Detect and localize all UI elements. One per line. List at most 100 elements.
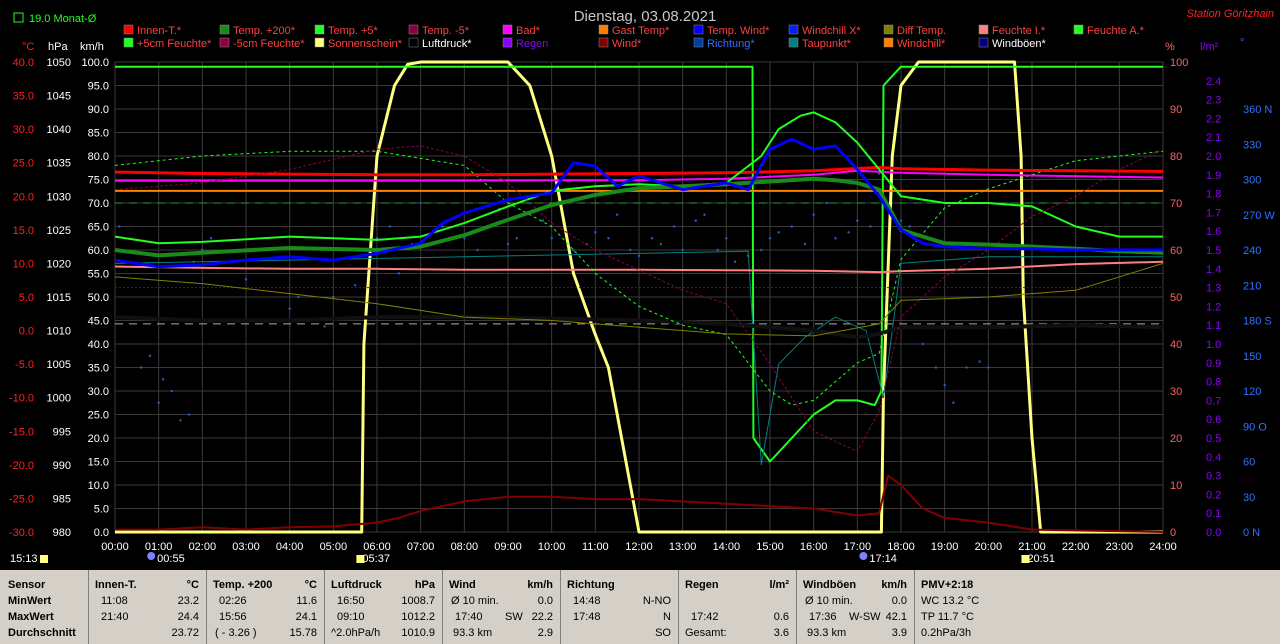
time-tick: 15:00 (756, 541, 784, 553)
series-line (115, 65, 1163, 463)
sun-moon-events: 15:13 00:55 05:37 17:14 20:51 (10, 552, 1055, 565)
direction-point (987, 366, 990, 369)
time-tick: 00:00 (101, 541, 129, 553)
humidity-tick: 0 (1170, 527, 1176, 539)
temp-tick: 35.0 (13, 91, 34, 103)
innen-min-time: 11:08 (101, 595, 128, 607)
direction-tick: 360 N (1243, 104, 1272, 116)
direction-point (441, 225, 444, 228)
legend-swatch[interactable] (219, 24, 230, 35)
legend-swatch[interactable] (883, 24, 894, 35)
humidity-tick: 100 (1170, 57, 1188, 69)
direction-point (244, 278, 248, 281)
time-tick: 13:00 (669, 541, 697, 553)
series-line (114, 137, 1163, 269)
legend-label: Richtung* (707, 38, 755, 50)
windboeen-distance: 93.3 km (807, 627, 847, 639)
legend-swatch[interactable] (788, 24, 799, 35)
legend-swatch[interactable] (408, 24, 419, 35)
regen-max-time: 17:42 (691, 611, 719, 623)
direction-point (877, 172, 881, 175)
legend-swatch[interactable] (123, 24, 134, 35)
time-tick: 02:00 (189, 541, 217, 553)
direction-point (209, 237, 213, 240)
time-tick: 24:00 (1149, 541, 1177, 553)
legend-swatch[interactable] (408, 37, 419, 48)
wind-tick: 55.0 (88, 269, 109, 281)
wind-tick: 10.0 (88, 480, 109, 492)
direction-point (694, 219, 697, 222)
direction-point (161, 378, 165, 381)
legend-swatch[interactable] (883, 37, 894, 48)
wind-tick: 80.0 (88, 151, 109, 163)
time-tick: 20:00 (975, 541, 1003, 553)
richtung-min-value: N-NO (642, 595, 671, 607)
rain-tick: 1.6 (1206, 226, 1221, 238)
legend-swatch[interactable] (502, 37, 513, 48)
windboeen-max-value: 42.1 (885, 611, 907, 623)
legend-swatch[interactable] (598, 24, 609, 35)
rain-tick: 1.9 (1206, 170, 1221, 182)
event-time: 20:51 (1027, 553, 1055, 565)
pmv-dewpoint: TP 11.7 °C (921, 611, 974, 623)
temp-tick: 10.0 (13, 258, 34, 270)
innen-avg-value: 23.72 (171, 627, 199, 639)
legend-label: Windchill X* (802, 25, 861, 37)
series-line (114, 315, 1164, 340)
direction-point (921, 342, 925, 346)
month-average-label: 19.0 Monat-Ø (29, 13, 97, 25)
windboeen-avg-value: 3.9 (891, 627, 907, 639)
legend-swatch[interactable] (693, 37, 704, 48)
legend-swatch[interactable] (598, 37, 609, 48)
time-tick: 16:00 (800, 541, 828, 553)
legend-swatch[interactable] (978, 24, 989, 35)
legend-swatch[interactable] (314, 37, 325, 48)
direction-point (869, 225, 872, 228)
legend-swatch[interactable] (502, 24, 513, 35)
time-tick: 08:00 (451, 541, 479, 553)
time-tick: 23:00 (1106, 541, 1134, 553)
temp-tick: 30.0 (13, 124, 34, 136)
rain-tick: 1.5 (1206, 245, 1221, 257)
time-tick: 21:00 (1018, 541, 1046, 553)
humidity-tick: 10 (1170, 480, 1182, 492)
humidity-tick: 50 (1170, 292, 1182, 304)
direction-point (353, 284, 357, 287)
direction-point (952, 401, 955, 404)
rain-tick: 1.7 (1206, 207, 1221, 219)
temp200-max-time: 15:56 (219, 611, 247, 623)
richtung-header: Richtung (567, 579, 615, 591)
innen-max-time: 21:40 (101, 611, 129, 623)
legend-swatch[interactable] (788, 37, 799, 48)
temp-tick: -20.0 (9, 460, 34, 472)
humidity-tick: 60 (1170, 245, 1182, 257)
time-tick: 18:00 (887, 541, 915, 553)
legend-swatch[interactable] (978, 37, 989, 48)
wind-tick: 30.0 (88, 386, 109, 398)
legend-swatch[interactable] (219, 37, 230, 48)
windboeen-unit: km/h (881, 579, 907, 591)
rain-tick: 0.1 (1206, 508, 1221, 520)
richtung-max-time: 17:48 (573, 611, 601, 623)
wind-10min-label: Ø 10 min. (451, 595, 499, 607)
rain-tick: 0.8 (1206, 377, 1221, 389)
direction-point (463, 237, 466, 240)
legend-label: Temp. -5* (422, 25, 470, 37)
regen-max-value: 0.6 (773, 611, 789, 623)
direction-point (541, 219, 545, 222)
pressure-tick: 1005 (47, 359, 71, 371)
luftdruck-max-value: 1012.2 (401, 611, 435, 623)
legend-swatch[interactable] (123, 37, 134, 48)
legend-swatch[interactable] (693, 24, 704, 35)
legend-label: Feuchte I.* (992, 25, 1046, 37)
month-average-checkbox[interactable] (13, 12, 24, 23)
legend-swatch[interactable] (314, 24, 325, 35)
wind-max-dir: SW (505, 611, 523, 623)
legend-swatch[interactable] (1073, 24, 1084, 35)
chart-grid (114, 61, 1164, 533)
legend-label: Gast Temp* (612, 25, 670, 37)
summary-sensor-col: Sensor MinWert MaxWert Durchschnitt (0, 570, 86, 644)
direction-unit: ° (1240, 37, 1244, 49)
legend-label: Feuchte A.* (1087, 25, 1145, 37)
direction-tick: 0 N (1243, 527, 1260, 539)
